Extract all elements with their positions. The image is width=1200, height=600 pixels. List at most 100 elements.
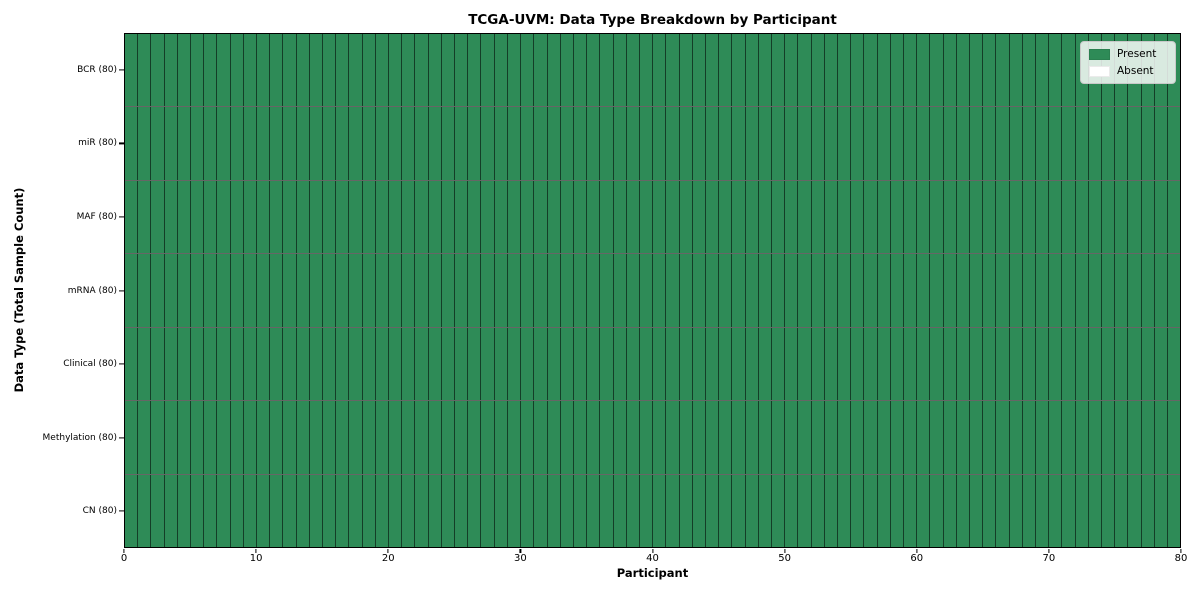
heatmap-cell [653,327,667,401]
y-tick-label: Methylation (80) [42,432,117,443]
heatmap-cell [455,107,469,180]
heatmap-cell [930,34,944,107]
heatmap-cell [177,107,192,180]
heatmap-cell [507,474,522,547]
heatmap-cell [521,107,535,180]
heatmap-cell [653,401,667,474]
heatmap-cell [626,180,640,254]
heatmap-cell [1154,254,1169,327]
heatmap-cell [837,107,852,180]
heatmap-cell [600,254,614,327]
heatmap-cell [1128,180,1142,254]
heatmap-cell [309,107,324,180]
heatmap-cell [837,327,852,401]
x-tick-mark [123,548,125,553]
heatmap-cell [824,180,838,254]
heatmap-cell [441,474,456,547]
heatmap-cell [560,34,574,107]
heatmap-cell [745,474,759,547]
heatmap-cell [243,474,258,547]
heatmap-cell [1128,327,1142,401]
heatmap-cell [956,107,970,180]
heatmap-cell [296,401,310,474]
heatmap-cell [771,254,786,327]
heatmap-cell [1154,474,1169,547]
heatmap-cell [732,107,746,180]
heatmap-cell [692,474,706,547]
heatmap-cell [521,474,535,547]
heatmap-cell [785,401,799,474]
heatmap-cell [336,34,350,107]
heatmap-cell [943,107,957,180]
x-tick-label: 30 [514,553,527,564]
heatmap-cell [402,401,416,474]
heatmap-cell [441,327,456,401]
heatmap-cell [890,254,904,327]
heatmap-cell [1088,254,1103,327]
heatmap-cell [336,327,350,401]
heatmap-cell [1088,107,1103,180]
heatmap-cell [1128,254,1142,327]
heatmap-cell [613,254,627,327]
heatmap-cell [389,254,403,327]
heatmap-cell [692,401,706,474]
heatmap-cell [1036,474,1050,547]
heatmap-cell [1141,401,1155,474]
heatmap-cell [1062,474,1076,547]
heatmap-cell [1062,327,1076,401]
heatmap-cell [1022,474,1037,547]
heatmap-cell [837,474,852,547]
heatmap-cell [930,401,944,474]
heatmap-cell [824,34,838,107]
heatmap-cell [903,180,918,254]
heatmap-cell [917,107,931,180]
heatmap-cell [521,401,535,474]
heatmap-cell [890,474,904,547]
heatmap-cell [362,34,376,107]
heatmap-cell [771,34,786,107]
heatmap-cell [230,474,244,547]
heatmap-cell [877,107,891,180]
legend: Present Absent [1080,41,1176,84]
heatmap-cell [587,474,601,547]
heatmap-cell [666,180,680,254]
heatmap-cell [1102,180,1116,254]
heatmap-cell [639,180,654,254]
heatmap-cell [1036,34,1050,107]
heatmap-cell [309,474,324,547]
heatmap-cell [758,254,772,327]
heatmap-cell [547,34,561,107]
heatmap-cell [336,474,350,547]
heatmap-cell [600,401,614,474]
heatmap-cell [798,254,812,327]
heatmap-cell [983,34,997,107]
heatmap-cell [587,254,601,327]
heatmap-cell [362,107,376,180]
heatmap-cell [283,327,297,401]
chart-title: TCGA-UVM: Data Type Breakdown by Partici… [468,12,837,28]
heatmap-cell [758,107,772,180]
heatmap-cell [837,180,852,254]
heatmap-cell [705,474,720,547]
heatmap-cell [283,474,297,547]
heatmap-cell [745,107,759,180]
x-tick-mark [1180,548,1182,553]
heatmap-cell [1022,107,1037,180]
heatmap-cell [151,474,165,547]
legend-label: Present [1117,48,1157,60]
heatmap-cell [375,327,390,401]
heatmap-cell [191,254,205,327]
heatmap-cell [1115,107,1129,180]
heatmap-cell [151,107,165,180]
heatmap-cell [956,34,970,107]
heatmap-cell [1075,474,1089,547]
x-tick-mark [1048,548,1050,553]
x-tick-label: 40 [646,553,659,564]
heatmap-cell [138,474,152,547]
heatmap-cell [613,474,627,547]
heatmap-cell [283,401,297,474]
heatmap-cell [164,107,178,180]
heatmap-row [125,401,1181,475]
heatmap-cell [692,254,706,327]
heatmap-cell [521,254,535,327]
